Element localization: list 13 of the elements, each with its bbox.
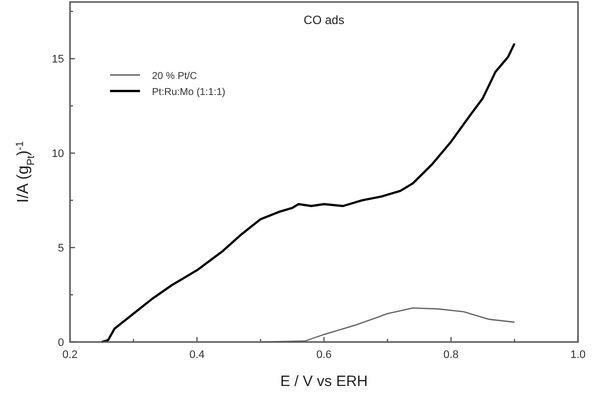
legend-label: 20 % Pt/C: [152, 71, 198, 82]
y-tick-label: 10: [52, 148, 64, 160]
x-tick-label: 0.4: [189, 349, 205, 361]
y-tick-label: 0: [58, 337, 64, 349]
y-tick-label: 15: [52, 54, 64, 66]
y-tick-label: 5: [58, 242, 64, 255]
x-tick-label: 0.8: [443, 349, 459, 361]
text: CO ads: [304, 13, 344, 27]
x-tick-label: 0.6: [316, 349, 332, 361]
x-axis-title: E / V vs ERH: [280, 373, 368, 390]
x-tick-label: 0.2: [62, 349, 78, 361]
legend-label: Pt:Ru:Mo (1:1:1): [152, 87, 226, 98]
x-tick-label: 1.0: [570, 349, 586, 361]
